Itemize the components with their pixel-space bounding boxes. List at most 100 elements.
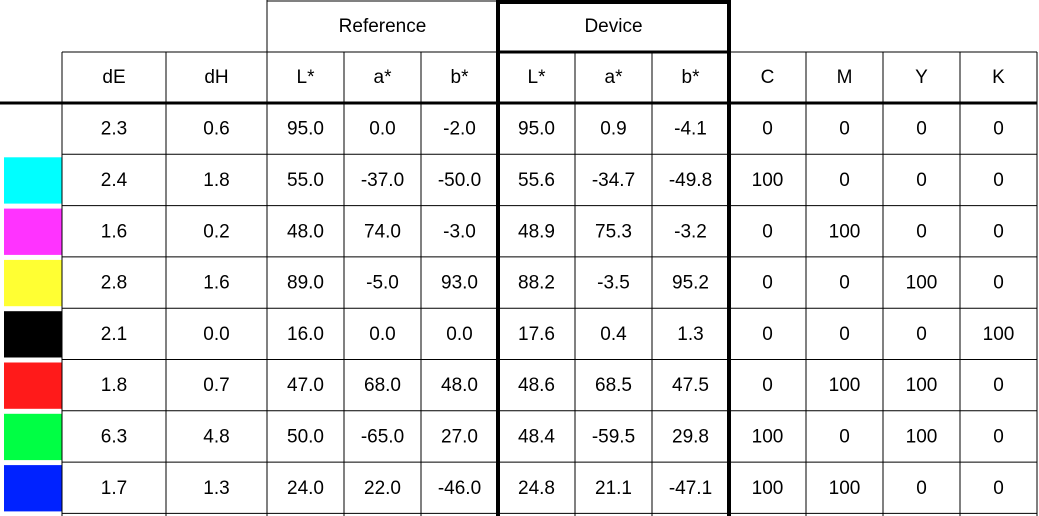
cell: 0.4 [600,324,627,345]
cell: 0 [839,119,850,140]
cell: 2.4 [101,170,128,191]
swatch [4,362,62,409]
cell: 6.3 [101,426,127,447]
cell: 0 [762,273,773,294]
column-header: a* [605,67,624,88]
cell: 100 [829,375,861,396]
column-header: Y [915,67,928,88]
cell: 1.8 [101,375,127,396]
cell: 95.0 [518,119,555,140]
cell: 0 [993,375,1004,396]
column-header: L* [528,67,547,88]
cell: 0.2 [203,221,229,242]
cell: 74.0 [364,221,401,242]
cell: -65.0 [361,426,404,447]
cell: 27.0 [441,426,478,447]
swatch [4,413,62,461]
cell: 100 [906,273,938,294]
cell: 0.0 [369,119,395,140]
cell: 95.2 [672,273,709,294]
cell: 75.3 [595,221,632,242]
cell: 29.8 [672,426,709,447]
cell: 0 [916,324,927,345]
swatch [4,157,62,204]
cell: 24.0 [287,478,324,499]
cell: -50.0 [438,170,481,191]
cell: 17.6 [518,324,555,345]
cell: 48.0 [287,221,324,242]
cell: -2.0 [443,119,476,140]
cell: 0.0 [369,324,395,345]
swatch [4,208,62,255]
cell: 68.5 [595,375,632,396]
cell: 48.9 [518,221,555,242]
cell: 24.8 [518,478,555,499]
cell: -3.2 [674,221,707,242]
cell: 55.6 [518,170,555,191]
cell: 95.0 [287,119,324,140]
cell: 0 [839,273,850,294]
cell: 0 [993,221,1004,242]
cell: 93.0 [441,273,478,294]
cell: 47.0 [287,375,324,396]
column-header: a* [374,67,393,88]
cell: 47.5 [672,375,709,396]
column-header: dH [204,67,228,88]
cell: 1.3 [677,324,703,345]
cell: 0 [762,119,773,140]
cell: -3.5 [597,273,630,294]
column-header: dE [102,67,125,88]
cell: 0 [839,324,850,345]
cell: 100 [906,375,938,396]
cell: 0 [839,170,850,191]
cell: -47.1 [669,478,712,499]
column-header: b* [451,67,470,88]
swatch [4,259,62,307]
cell: 48.0 [441,375,478,396]
cell: -3.0 [443,221,476,242]
cell: 0 [916,221,927,242]
cell: 48.4 [518,426,555,447]
cell: 0.0 [203,324,229,345]
group-label: Device [584,16,642,37]
cell: 100 [829,478,861,499]
cell: 100 [752,478,784,499]
cell: 55.0 [287,170,324,191]
cell: 1.3 [203,478,229,499]
cell: 2.8 [101,273,127,294]
column-header: C [761,67,775,88]
cell: 1.7 [101,478,127,499]
cell: 0 [993,273,1004,294]
cell: 4.8 [203,426,229,447]
cell: -46.0 [438,478,481,499]
cell: 100 [829,221,861,242]
cell: 0 [762,324,773,345]
cell: 48.6 [518,375,555,396]
cell: 0 [916,119,927,140]
cell: 0 [993,426,1004,447]
cell: 100 [752,170,784,191]
column-header: L* [297,67,316,88]
cell: 16.0 [287,324,324,345]
column-header: K [992,67,1005,88]
cell: 50.0 [287,426,324,447]
cell: 0.9 [600,119,626,140]
cell: 0.7 [203,375,229,396]
cell: -4.1 [674,119,707,140]
cell: 0 [762,221,773,242]
cell: 68.0 [364,375,401,396]
cell: 0 [993,119,1004,140]
cell: 0 [916,478,927,499]
group-label: Reference [339,16,427,37]
cell: 0 [993,478,1004,499]
column-header: M [837,67,853,88]
cell: -34.7 [592,170,635,191]
cell: 1.6 [203,273,229,294]
cell: 100 [983,324,1015,345]
cell: 2.3 [101,119,127,140]
cell: 100 [906,426,938,447]
column-header: b* [682,67,701,88]
cell: 0 [839,426,850,447]
cell: 0 [916,170,927,191]
